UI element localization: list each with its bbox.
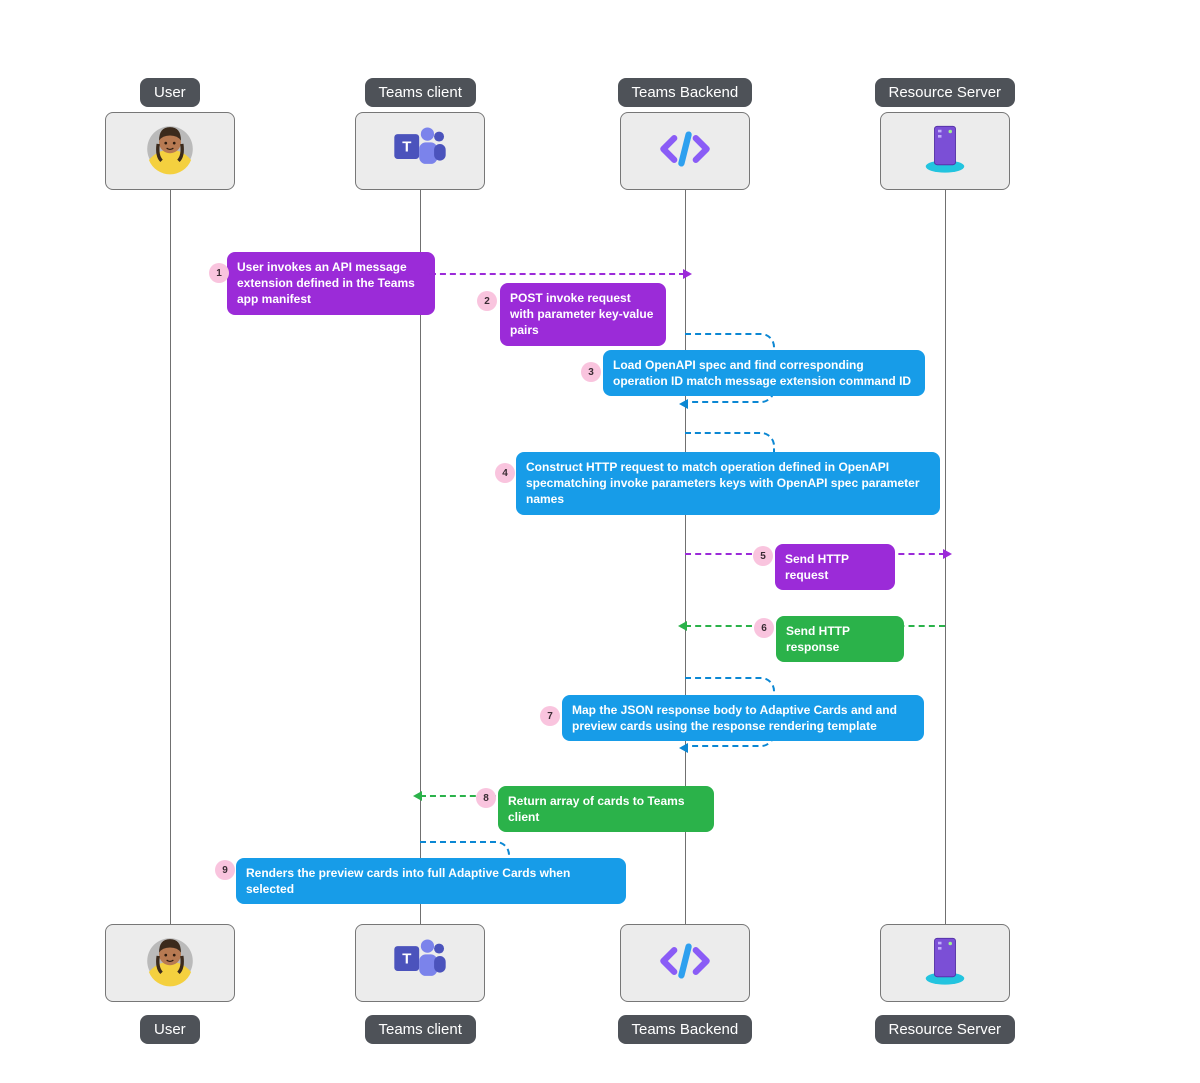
step-4-message: Construct HTTP request to match operatio… <box>516 452 940 515</box>
server-icon <box>918 121 972 182</box>
actor-user-bottom <box>105 924 235 1002</box>
step-7-message: Map the JSON response body to Adaptive C… <box>562 695 924 741</box>
step-2-badge: 2 <box>477 291 497 311</box>
step-5-message: Send HTTP request <box>775 544 895 590</box>
step-8-message: Return array of cards to Teams client <box>498 786 714 832</box>
step-8-badge: 8 <box>476 788 496 808</box>
step-9-message: Renders the preview cards into full Adap… <box>236 858 626 904</box>
actor-client: T <box>355 112 485 190</box>
lane-label-client: Teams client <box>365 78 476 107</box>
step-5-badge: 5 <box>753 546 773 566</box>
lane-label-user-bottom: User <box>140 1015 200 1044</box>
step-4-badge: 4 <box>495 463 515 483</box>
lane-label-server: Resource Server <box>875 78 1016 107</box>
lane-label-backend-bottom: Teams Backend <box>618 1015 753 1044</box>
lane-label-backend: Teams Backend <box>618 78 753 107</box>
client-icon: T <box>391 124 449 179</box>
user-icon <box>143 934 197 993</box>
lane-label-server-bottom: Resource Server <box>875 1015 1016 1044</box>
actor-backend <box>620 112 750 190</box>
step-6-badge: 6 <box>754 618 774 638</box>
svg-text:T: T <box>402 139 411 155</box>
step-3-message: Load OpenAPI spec and find corresponding… <box>603 350 925 396</box>
lifeline-user <box>170 190 171 924</box>
actor-server <box>880 112 1010 190</box>
step-1-badge: 1 <box>209 263 229 283</box>
arrow-line <box>420 273 685 275</box>
actor-backend-bottom <box>620 924 750 1002</box>
actor-user <box>105 112 235 190</box>
step-6-message: Send HTTP response <box>776 616 904 662</box>
step-3-badge: 3 <box>581 362 601 382</box>
step-7-badge: 7 <box>540 706 560 726</box>
backend-icon <box>658 941 712 986</box>
server-icon <box>918 933 972 994</box>
client-icon: T <box>391 936 449 991</box>
svg-text:T: T <box>402 951 411 967</box>
lane-label-user: User <box>140 78 200 107</box>
actor-server-bottom <box>880 924 1010 1002</box>
backend-icon <box>658 129 712 174</box>
lane-label-client-bottom: Teams client <box>365 1015 476 1044</box>
user-icon <box>143 122 197 181</box>
step-1-message: User invokes an API message extension de… <box>227 252 435 315</box>
step-2-message: POST invoke request with parameter key-v… <box>500 283 666 346</box>
actor-client-bottom: T <box>355 924 485 1002</box>
step-9-badge: 9 <box>215 860 235 880</box>
